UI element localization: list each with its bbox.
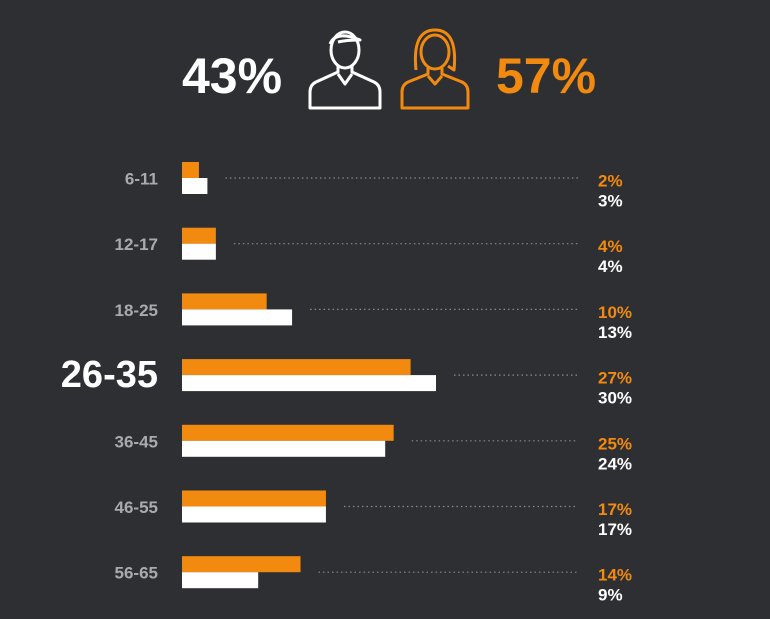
bar (182, 556, 301, 573)
value-label: 14% (598, 566, 632, 585)
bar (182, 227, 216, 244)
bar (182, 162, 199, 178)
value-label: 27% (598, 369, 632, 388)
value-label: 4% (598, 237, 623, 256)
bar (182, 375, 436, 392)
category-label: 56-65 (115, 564, 158, 583)
bar (182, 178, 208, 194)
value-label: 30% (598, 389, 632, 408)
value-label: 25% (598, 434, 632, 453)
bar (182, 309, 293, 326)
bar (182, 293, 267, 310)
female-share: 57% (496, 48, 596, 104)
category-label: 36-45 (115, 432, 158, 451)
value-label: 10% (598, 303, 632, 322)
value-label: 13% (598, 323, 632, 342)
bar (182, 424, 394, 441)
bar (182, 506, 326, 523)
bar (182, 490, 326, 507)
value-label: 24% (598, 454, 632, 473)
bar (182, 440, 386, 457)
value-label: 17% (598, 500, 632, 519)
value-label: 9% (598, 586, 623, 605)
male-icon (308, 30, 382, 110)
male-share: 43% (182, 48, 282, 104)
bar (182, 359, 411, 376)
value-label: 2% (598, 171, 623, 190)
category-label: 26-35 (61, 354, 158, 396)
value-label: 3% (598, 191, 623, 210)
category-label: 6-11 (125, 169, 158, 188)
category-label: 46-55 (115, 498, 158, 517)
category-label: 18-25 (115, 301, 158, 320)
bar (182, 572, 259, 589)
female-icon (400, 28, 470, 110)
value-label: 17% (598, 520, 632, 539)
category-label: 12-17 (115, 235, 158, 254)
value-label: 4% (598, 257, 623, 276)
bar (182, 243, 216, 260)
